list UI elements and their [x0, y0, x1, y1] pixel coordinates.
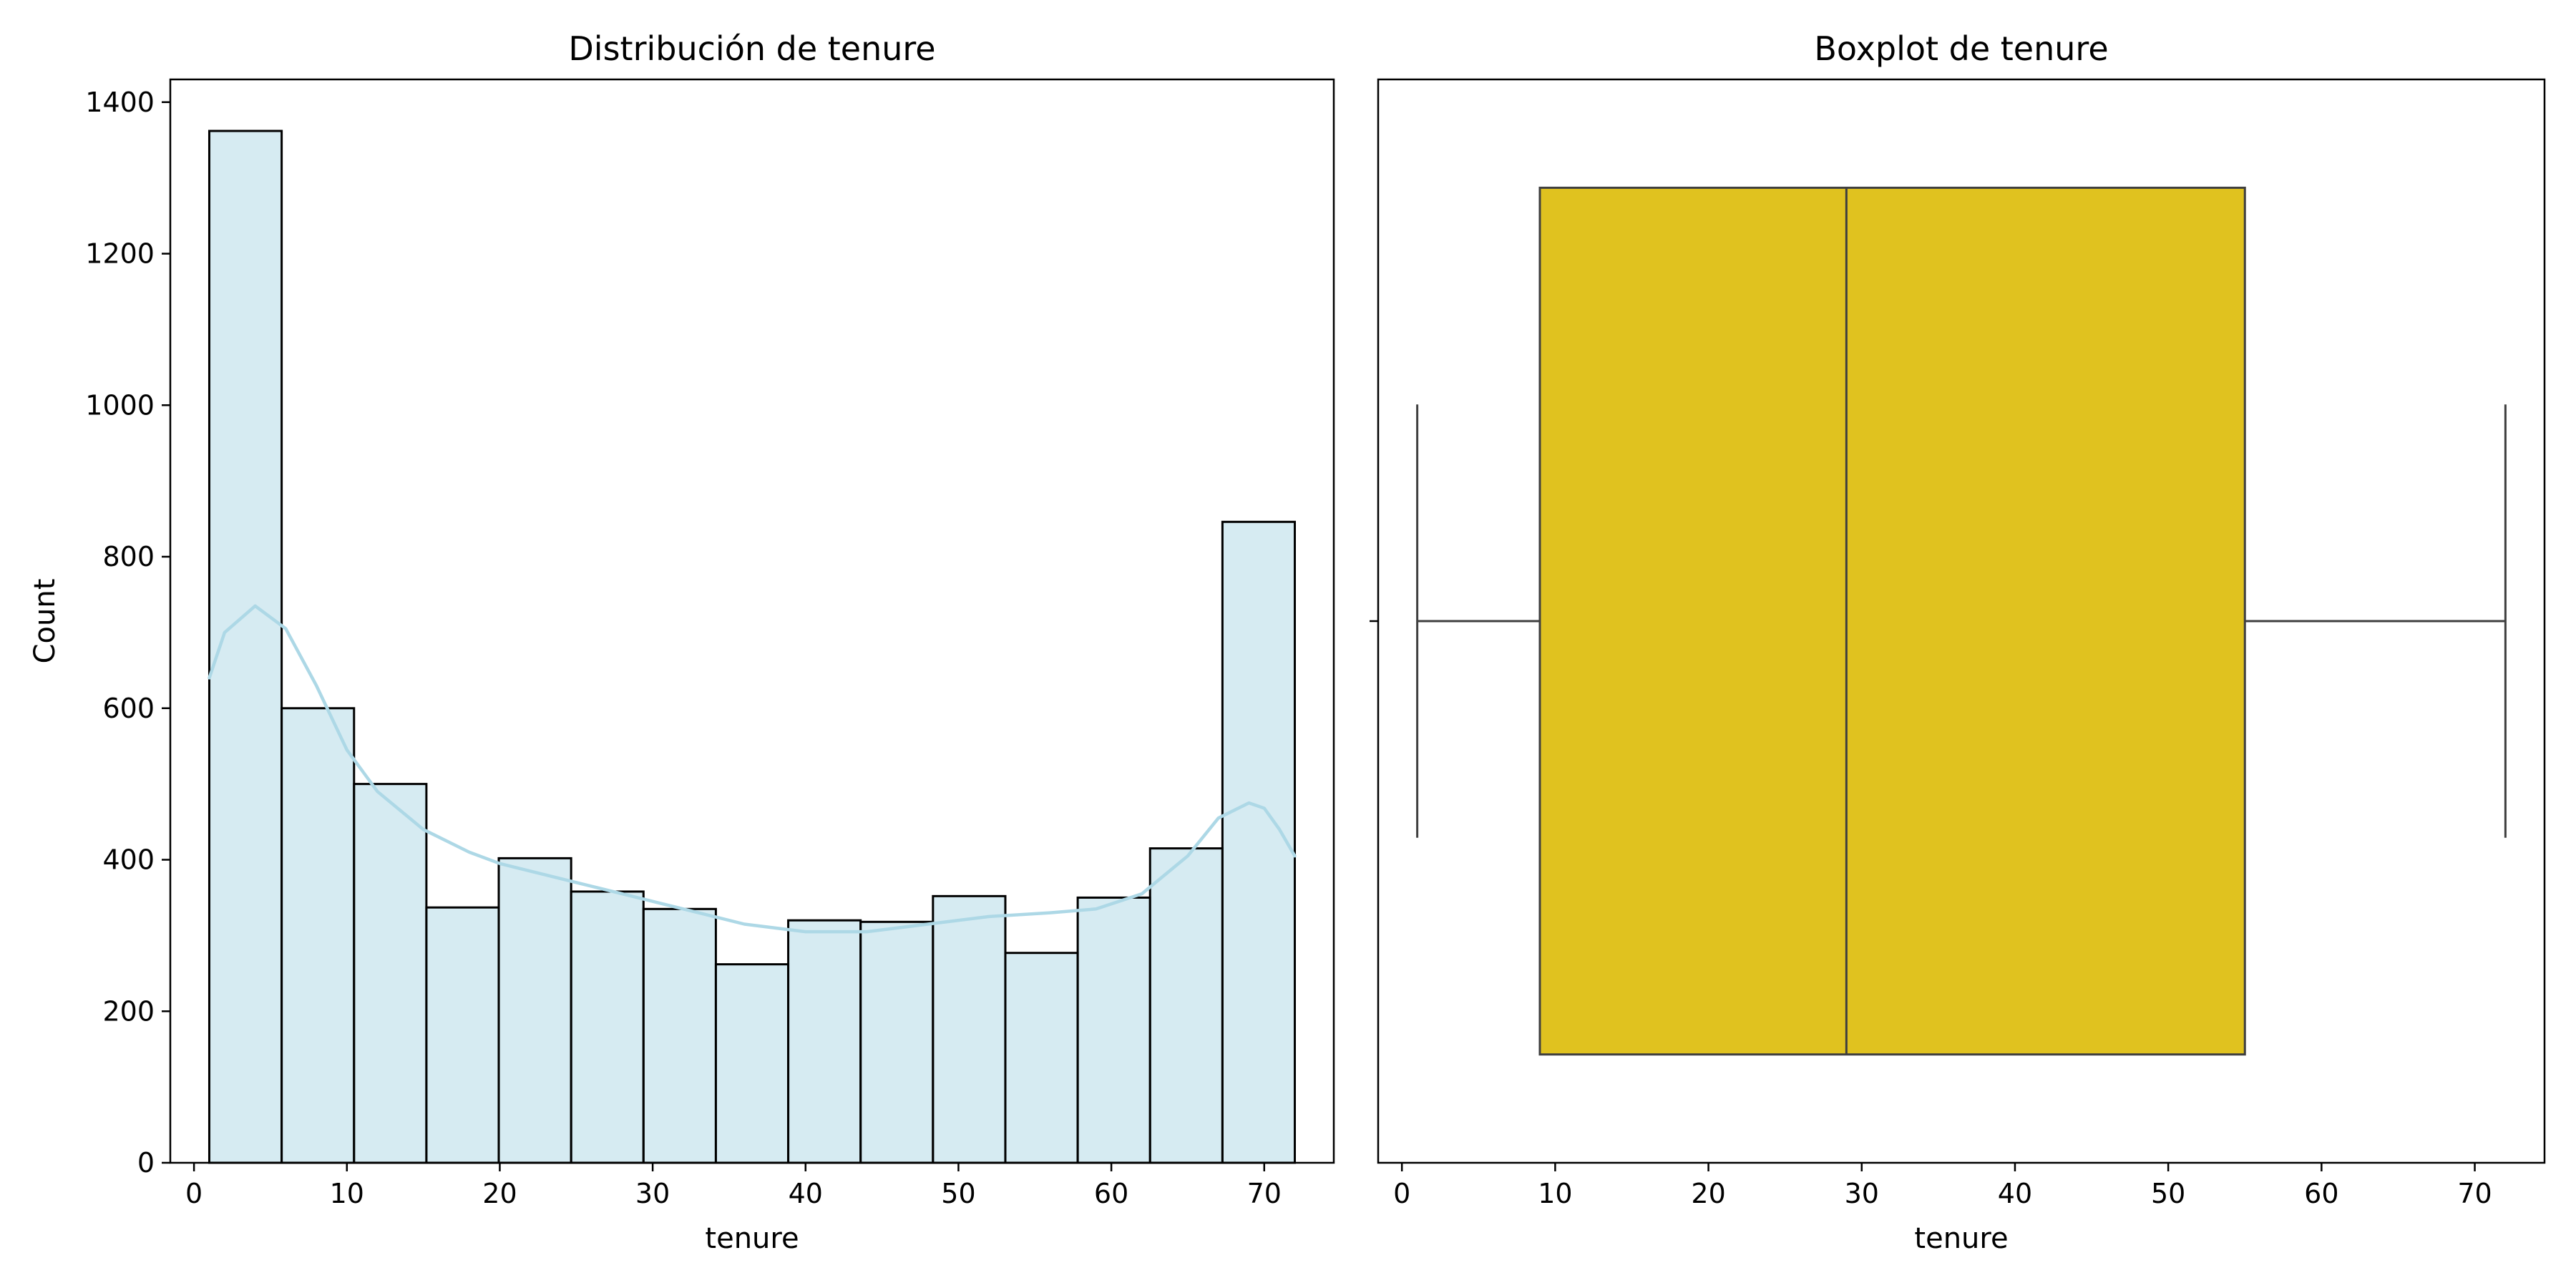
boxplot-x-axis-label: tenure	[1914, 1222, 2008, 1255]
histogram-bar	[280, 707, 356, 1164]
histogram-kde	[208, 604, 1297, 934]
x-tick-label: 30	[635, 1178, 670, 1209]
histogram-bar	[353, 783, 428, 1164]
histogram-plot-frame	[169, 78, 1335, 1164]
x-tick-label: 0	[185, 1178, 203, 1209]
histogram-bar	[425, 906, 500, 1164]
y-tick-label: 200	[102, 995, 155, 1027]
histogram-x-ticks: 0 10 20 30 40 50 60 70	[185, 1163, 1282, 1209]
histogram-bar	[787, 919, 862, 1164]
histogram-bar	[642, 907, 717, 1164]
x-tick-label: 70	[1247, 1178, 1282, 1209]
x-tick-label: 70	[2457, 1178, 2492, 1209]
x-tick-label: 10	[1538, 1178, 1572, 1209]
y-tick-label: 1000	[85, 389, 155, 421]
histogram-bar	[1004, 952, 1079, 1164]
boxplot-x-ticks: 0 10 20 30 40 50 60 70	[1393, 1163, 2492, 1209]
histogram-bar	[932, 894, 1007, 1164]
histogram-bar	[714, 963, 790, 1164]
histogram-y-ticks: 0 200 400 600 800 1000 1200 1400	[85, 87, 170, 1179]
y-tick-label: 800	[102, 541, 155, 572]
histogram-bar	[570, 890, 645, 1164]
y-tick-label: 1400	[85, 87, 155, 118]
histogram-bar	[1148, 847, 1224, 1164]
x-tick-label: 20	[482, 1178, 517, 1209]
y-tick-label: 400	[102, 844, 155, 876]
histogram-bar	[497, 857, 572, 1164]
histogram-bar	[1076, 896, 1151, 1164]
x-tick-label: 0	[1393, 1178, 1410, 1209]
histogram-bars	[208, 130, 1297, 1164]
boxplot-marks	[1416, 186, 2507, 1056]
histogram-panel: Distribución de tenure 02004006008001000…	[29, 29, 1335, 1255]
histogram-bar	[859, 920, 935, 1164]
x-tick-label: 40	[1998, 1178, 2032, 1209]
x-tick-label: 60	[1094, 1178, 1128, 1209]
histogram-x-axis-label: tenure	[705, 1222, 799, 1255]
boxplot-title: Boxplot de tenure	[1814, 29, 2108, 68]
kde-curve	[208, 604, 1297, 934]
histogram-title: Distribución de tenure	[568, 29, 935, 68]
x-tick-label: 50	[941, 1178, 975, 1209]
y-tick-label: 600	[102, 693, 155, 724]
x-tick-label: 50	[2151, 1178, 2185, 1209]
x-tick-label: 60	[2304, 1178, 2338, 1209]
y-tick-label: 1200	[85, 238, 155, 270]
boxplot-panel: Boxplot de tenure 0 10 20 30 40 50 60 70 tenure	[1370, 29, 2546, 1255]
x-tick-label: 10	[330, 1178, 364, 1209]
x-tick-label: 20	[1691, 1178, 1725, 1209]
histogram-bar	[1221, 520, 1297, 1164]
x-tick-label: 40	[789, 1178, 823, 1209]
histogram-y-axis-label: Count	[29, 579, 62, 664]
y-tick-label: 0	[137, 1147, 155, 1179]
x-tick-label: 30	[1845, 1178, 1879, 1209]
interquartile-box	[1538, 186, 2246, 1056]
